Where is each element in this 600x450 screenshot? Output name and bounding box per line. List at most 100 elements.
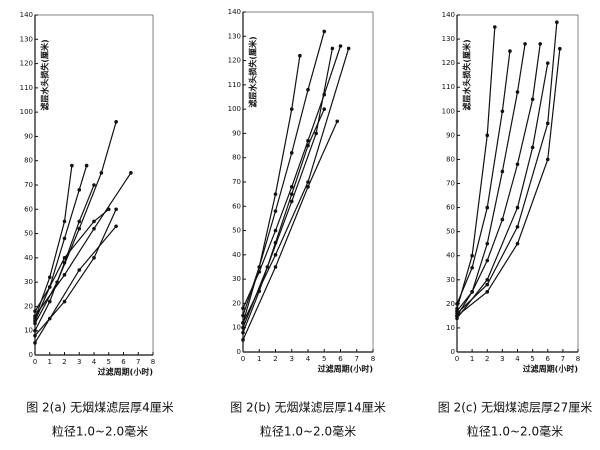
x-tick-label: 0 bbox=[241, 355, 245, 363]
data-point bbox=[77, 188, 82, 192]
data-point bbox=[508, 49, 512, 53]
y-tick-label: 130 bbox=[228, 32, 241, 40]
data-line bbox=[242, 31, 325, 316]
x-tick-label: 5 bbox=[107, 358, 111, 366]
data-point bbox=[485, 133, 490, 138]
y-tick-label: 100 bbox=[20, 108, 33, 116]
data-point bbox=[106, 207, 111, 212]
y-tick-label: 50 bbox=[446, 228, 455, 236]
data-point bbox=[47, 285, 52, 289]
y-tick-label: 80 bbox=[232, 154, 241, 162]
y-tick-label: 60 bbox=[24, 205, 33, 213]
data-point bbox=[485, 282, 490, 287]
y-tick-label: 70 bbox=[446, 180, 455, 188]
data-point bbox=[62, 219, 67, 224]
y-tick-label: 0 bbox=[29, 351, 33, 359]
data-line bbox=[34, 209, 117, 336]
data-point bbox=[545, 121, 550, 126]
data-point bbox=[84, 163, 89, 168]
y-tick-label: 90 bbox=[232, 129, 241, 137]
data-point bbox=[500, 109, 505, 114]
x-tick-label: 6 bbox=[121, 358, 126, 366]
x-tick-label: 5 bbox=[530, 355, 534, 363]
data-point bbox=[515, 162, 520, 167]
y-tick-label: 130 bbox=[442, 35, 455, 43]
data-point bbox=[289, 107, 294, 111]
x-tick-label: 2 bbox=[485, 355, 489, 363]
y-tick-label: 110 bbox=[442, 83, 455, 91]
data-point bbox=[289, 151, 294, 155]
data-point bbox=[306, 138, 310, 143]
data-point bbox=[515, 90, 520, 94]
data-point bbox=[335, 119, 340, 124]
caption: 图 2(b) 无烟煤滤层厚14厘米 bbox=[230, 401, 386, 415]
y-tick-label: 10 bbox=[24, 327, 33, 335]
data-point bbox=[273, 265, 278, 269]
y-tick-label: 120 bbox=[228, 57, 241, 65]
data-point bbox=[545, 157, 550, 162]
y-tick-label: 20 bbox=[232, 299, 241, 307]
data-point bbox=[47, 316, 52, 321]
y-tick-label: 0 bbox=[237, 348, 241, 356]
data-line bbox=[34, 165, 73, 319]
caption: 图 2(c) 无烟煤滤层厚27厘米 bbox=[438, 401, 593, 415]
x-tick-label: 0 bbox=[33, 358, 37, 366]
y-tick-label: 50 bbox=[232, 227, 241, 235]
y-axis-label: 滤层水头损失(厘米) bbox=[462, 39, 472, 110]
data-point bbox=[500, 169, 505, 174]
data-point bbox=[289, 199, 294, 204]
caption: 图 2(a) 无烟煤滤层厚4厘米 bbox=[26, 401, 174, 415]
x-tick-label: 2 bbox=[62, 358, 66, 366]
x-tick-label: 1 bbox=[48, 358, 52, 366]
data-point bbox=[33, 341, 37, 345]
data-point bbox=[47, 275, 52, 280]
data-point bbox=[455, 302, 459, 306]
x-tick-label: 7 bbox=[561, 355, 565, 363]
data-point bbox=[33, 309, 37, 314]
y-tick-label: 60 bbox=[232, 202, 241, 210]
data-point bbox=[92, 219, 96, 224]
data-line bbox=[456, 22, 558, 314]
data-point bbox=[558, 46, 562, 51]
y-tick-label: 140 bbox=[442, 11, 455, 19]
data-point bbox=[538, 42, 542, 46]
y-tick-label: 140 bbox=[228, 8, 241, 16]
y-tick-label: 140 bbox=[20, 11, 33, 19]
y-tick-label: 120 bbox=[20, 60, 33, 68]
data-line bbox=[456, 26, 496, 309]
data-point bbox=[77, 226, 82, 231]
data-point bbox=[62, 260, 67, 265]
y-axis-label: 滤层水头损失(厘米) bbox=[40, 39, 50, 110]
data-point bbox=[322, 92, 327, 97]
data-point bbox=[114, 120, 118, 124]
data-point bbox=[470, 253, 474, 258]
x-tick-label: 1 bbox=[470, 355, 474, 363]
data-point bbox=[330, 46, 335, 51]
data-point bbox=[515, 225, 520, 229]
data-point bbox=[500, 217, 505, 222]
data-point bbox=[273, 192, 278, 196]
y-tick-label: 100 bbox=[228, 105, 241, 113]
data-point bbox=[298, 53, 302, 58]
x-tick-label: 5 bbox=[322, 355, 326, 363]
data-point bbox=[62, 273, 67, 277]
data-point bbox=[306, 180, 310, 184]
x-tick-label: 8 bbox=[576, 355, 580, 363]
y-tick-label: 40 bbox=[446, 252, 455, 260]
data-point bbox=[273, 228, 278, 233]
data-point bbox=[114, 207, 118, 212]
data-point bbox=[545, 61, 550, 65]
data-point bbox=[289, 192, 294, 196]
data-point bbox=[77, 219, 82, 224]
data-point bbox=[92, 183, 96, 187]
data-point bbox=[530, 97, 535, 102]
x-axis-label: 过滤周期(小时) bbox=[523, 364, 578, 374]
y-tick-label: 90 bbox=[24, 132, 33, 140]
data-point bbox=[241, 330, 245, 335]
data-point bbox=[485, 277, 490, 282]
data-point bbox=[273, 240, 278, 245]
y-tick-label: 30 bbox=[24, 278, 33, 286]
data-point bbox=[33, 328, 37, 333]
data-point bbox=[33, 321, 37, 326]
x-tick-label: 7 bbox=[136, 358, 140, 366]
